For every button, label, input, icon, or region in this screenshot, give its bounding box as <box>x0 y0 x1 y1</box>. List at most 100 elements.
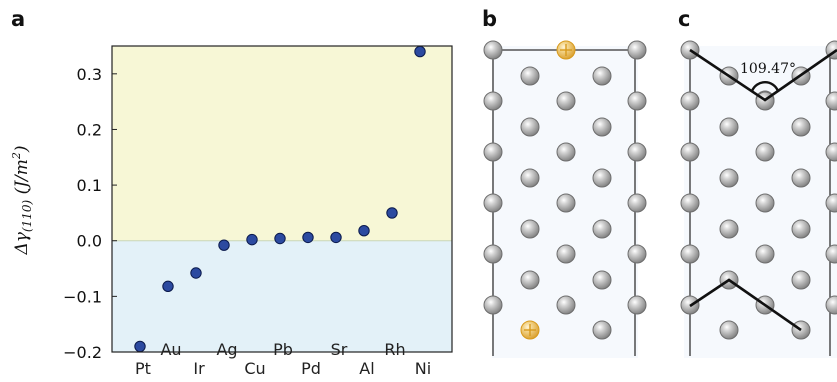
y-tick-label: 0.1 <box>77 176 102 195</box>
data-point-pt <box>134 340 146 353</box>
dopant-atom <box>520 320 540 340</box>
atom <box>483 142 503 162</box>
atom <box>680 91 700 111</box>
atom <box>627 193 647 213</box>
atom <box>483 244 503 264</box>
element-label-rh: Rh <box>384 340 405 359</box>
atom <box>755 142 775 162</box>
atom <box>680 244 700 264</box>
y-tick-label: −0.1 <box>63 287 102 306</box>
element-label-pd: Pd <box>301 359 321 378</box>
atom <box>592 270 612 290</box>
atom <box>592 219 612 239</box>
element-label-pt: Pt <box>135 359 151 378</box>
atom <box>755 244 775 264</box>
dopant-atom <box>556 40 576 60</box>
data-point-ni <box>414 45 426 58</box>
data-point-ag <box>218 239 230 251</box>
atom <box>680 142 700 162</box>
data-point-rh <box>386 207 398 219</box>
atom <box>592 168 612 188</box>
bond-angle-label: 109.47° <box>740 61 796 77</box>
lattice-panel-c: 109.47° <box>680 40 837 358</box>
angle-arc <box>750 81 780 92</box>
panel-letter-c: c <box>678 7 690 31</box>
atom <box>825 142 837 162</box>
atom <box>719 117 739 137</box>
atom <box>825 244 837 264</box>
y-axis-unit: (J/m <box>12 159 32 200</box>
atom <box>556 295 576 315</box>
element-label-cu: Cu <box>244 359 265 378</box>
atom <box>592 66 612 86</box>
y-tick-label: 0.2 <box>77 120 102 139</box>
atom <box>755 193 775 213</box>
data-point-au <box>162 280 174 293</box>
atom <box>556 193 576 213</box>
atom <box>520 66 540 86</box>
data-point-cu <box>246 233 258 246</box>
y-ticks: 0.3 0.2 0.1 0.0 −0.1 −0.2 <box>63 65 117 362</box>
atom <box>627 40 647 60</box>
atom <box>791 219 811 239</box>
atom <box>680 193 700 213</box>
element-label-au: Au <box>160 340 181 359</box>
atom <box>719 168 739 188</box>
data-point-pb <box>274 232 286 245</box>
atom <box>791 270 811 290</box>
atom <box>825 193 837 213</box>
y-tick-label: −0.2 <box>63 343 102 362</box>
y-axis-unit-close: ) <box>12 145 32 153</box>
atom <box>592 117 612 137</box>
panel-letter-b: b <box>482 7 497 31</box>
atom <box>520 270 540 290</box>
element-label-pb: Pb <box>273 340 293 359</box>
y-axis-unit-sup: 2 <box>10 152 23 160</box>
bond-zigzag-top <box>689 48 837 102</box>
atom <box>791 117 811 137</box>
data-point-al <box>358 225 370 237</box>
atom <box>627 295 647 315</box>
atom <box>627 91 647 111</box>
element-labels: Pt Au Ir Ag Cu Pb Pd Sr Al Rh Ni <box>135 340 431 378</box>
bonds-c <box>689 48 837 332</box>
atom <box>592 320 612 340</box>
y-axis-title: Δγ(110) (J/m2) <box>10 145 34 255</box>
positive-region <box>112 46 452 241</box>
atom <box>520 168 540 188</box>
data-point-sr <box>330 231 342 244</box>
atom <box>483 40 503 60</box>
element-label-ag: Ag <box>216 340 237 359</box>
y-axis-symbol: Δγ <box>12 231 32 255</box>
atom <box>791 168 811 188</box>
atom <box>627 244 647 264</box>
atom <box>825 91 837 111</box>
atom <box>520 117 540 137</box>
element-label-ir: Ir <box>193 359 205 378</box>
atom <box>556 91 576 111</box>
atom <box>483 193 503 213</box>
atom <box>520 219 540 239</box>
y-tick-label: 0.3 <box>77 65 102 84</box>
negative-region <box>112 240 452 352</box>
data-points <box>134 45 426 353</box>
atom <box>483 91 503 111</box>
data-point-ir <box>190 267 202 279</box>
y-axis-subscript: (110) <box>20 200 34 233</box>
data-point-pd <box>302 231 314 244</box>
atom <box>825 295 837 315</box>
atom <box>556 244 576 264</box>
atom <box>627 142 647 162</box>
y-tick-label: 0.0 <box>77 232 102 251</box>
atom <box>483 295 503 315</box>
panel-letter-a: a <box>11 7 25 31</box>
bond-zigzag-bottom <box>689 278 802 332</box>
atoms-b <box>483 40 647 340</box>
atom <box>719 219 739 239</box>
element-label-ni: Ni <box>415 359 431 378</box>
plot-frame <box>111 45 453 353</box>
atom <box>719 320 739 340</box>
lattice-panel-b <box>483 40 647 358</box>
